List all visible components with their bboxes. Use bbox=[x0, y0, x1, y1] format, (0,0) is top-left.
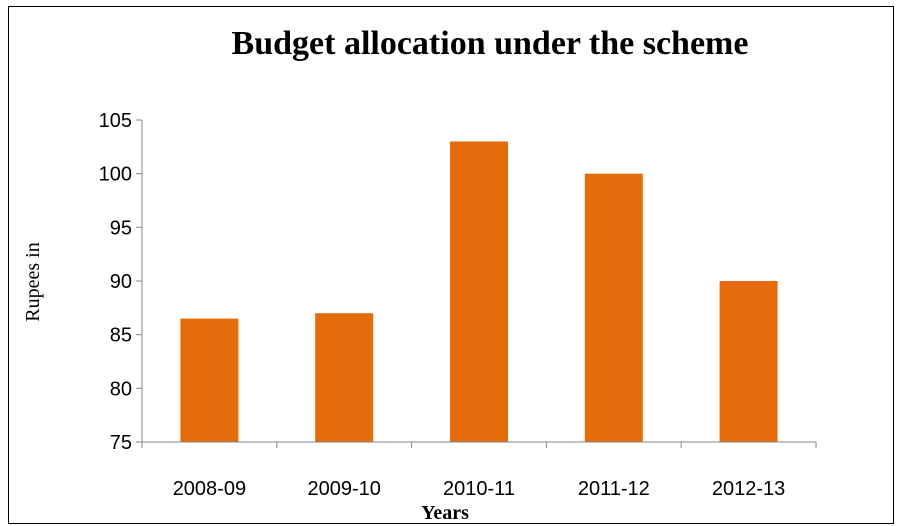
y-tick-label: 90 bbox=[110, 271, 132, 293]
y-tick-label: 100 bbox=[99, 164, 132, 186]
x-tick-label: 2012-13 bbox=[712, 478, 785, 500]
x-tick-label: 2011-12 bbox=[578, 478, 650, 500]
x-tick-label: 2010-11 bbox=[443, 478, 515, 500]
y-axis-title: Rupees in bbox=[22, 242, 44, 321]
x-axis-title: Years bbox=[421, 502, 469, 524]
chart-title: Budget allocation under the scheme bbox=[232, 25, 749, 62]
y-tick-label: 105 bbox=[99, 110, 132, 132]
y-tick-label: 95 bbox=[110, 217, 132, 239]
bar-2010-11 bbox=[450, 141, 508, 442]
y-tick-label: 80 bbox=[110, 378, 132, 400]
bar-2012-13 bbox=[719, 281, 778, 442]
x-tick-label: 2008-09 bbox=[173, 478, 246, 500]
x-tick-label: 2009-10 bbox=[307, 478, 380, 500]
y-tick-label: 75 bbox=[110, 432, 132, 454]
bars-layer bbox=[180, 141, 778, 442]
bar-2011-12 bbox=[584, 173, 643, 442]
axes-layer: 75 80 85 90 95 100 105 2008-09 2009-10 2010-11 201… bbox=[99, 110, 817, 500]
bar-2008-09 bbox=[180, 318, 239, 442]
y-tick-label: 85 bbox=[110, 325, 132, 347]
bar-2009-10 bbox=[315, 313, 374, 442]
